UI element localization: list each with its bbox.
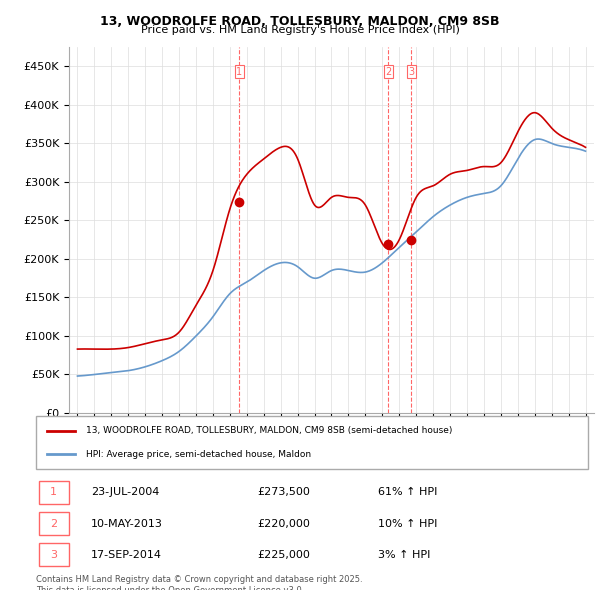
Text: £220,000: £220,000	[257, 519, 310, 529]
Text: 1: 1	[50, 487, 57, 497]
Text: HPI: Average price, semi-detached house, Maldon: HPI: Average price, semi-detached house,…	[86, 450, 311, 458]
Text: Price paid vs. HM Land Registry's House Price Index (HPI): Price paid vs. HM Land Registry's House …	[140, 25, 460, 35]
Text: 2: 2	[50, 519, 57, 529]
Text: £225,000: £225,000	[257, 550, 310, 560]
Text: 13, WOODROLFE ROAD, TOLLESBURY, MALDON, CM9 8SB (semi-detached house): 13, WOODROLFE ROAD, TOLLESBURY, MALDON, …	[86, 427, 452, 435]
FancyBboxPatch shape	[36, 416, 588, 469]
Text: 23-JUL-2004: 23-JUL-2004	[91, 487, 160, 497]
Text: 10-MAY-2013: 10-MAY-2013	[91, 519, 163, 529]
Text: £273,500: £273,500	[257, 487, 310, 497]
Text: Contains HM Land Registry data © Crown copyright and database right 2025.
This d: Contains HM Land Registry data © Crown c…	[36, 575, 362, 590]
Text: 2: 2	[385, 67, 392, 77]
Text: 3% ↑ HPI: 3% ↑ HPI	[378, 550, 431, 560]
Text: 61% ↑ HPI: 61% ↑ HPI	[378, 487, 437, 497]
Text: 17-SEP-2014: 17-SEP-2014	[91, 550, 162, 560]
Text: 3: 3	[408, 67, 415, 77]
FancyBboxPatch shape	[39, 543, 69, 566]
Text: 13, WOODROLFE ROAD, TOLLESBURY, MALDON, CM9 8SB: 13, WOODROLFE ROAD, TOLLESBURY, MALDON, …	[100, 15, 500, 28]
Text: 10% ↑ HPI: 10% ↑ HPI	[378, 519, 437, 529]
FancyBboxPatch shape	[39, 481, 69, 504]
Text: 1: 1	[236, 67, 242, 77]
FancyBboxPatch shape	[39, 512, 69, 535]
Text: 3: 3	[50, 550, 57, 560]
